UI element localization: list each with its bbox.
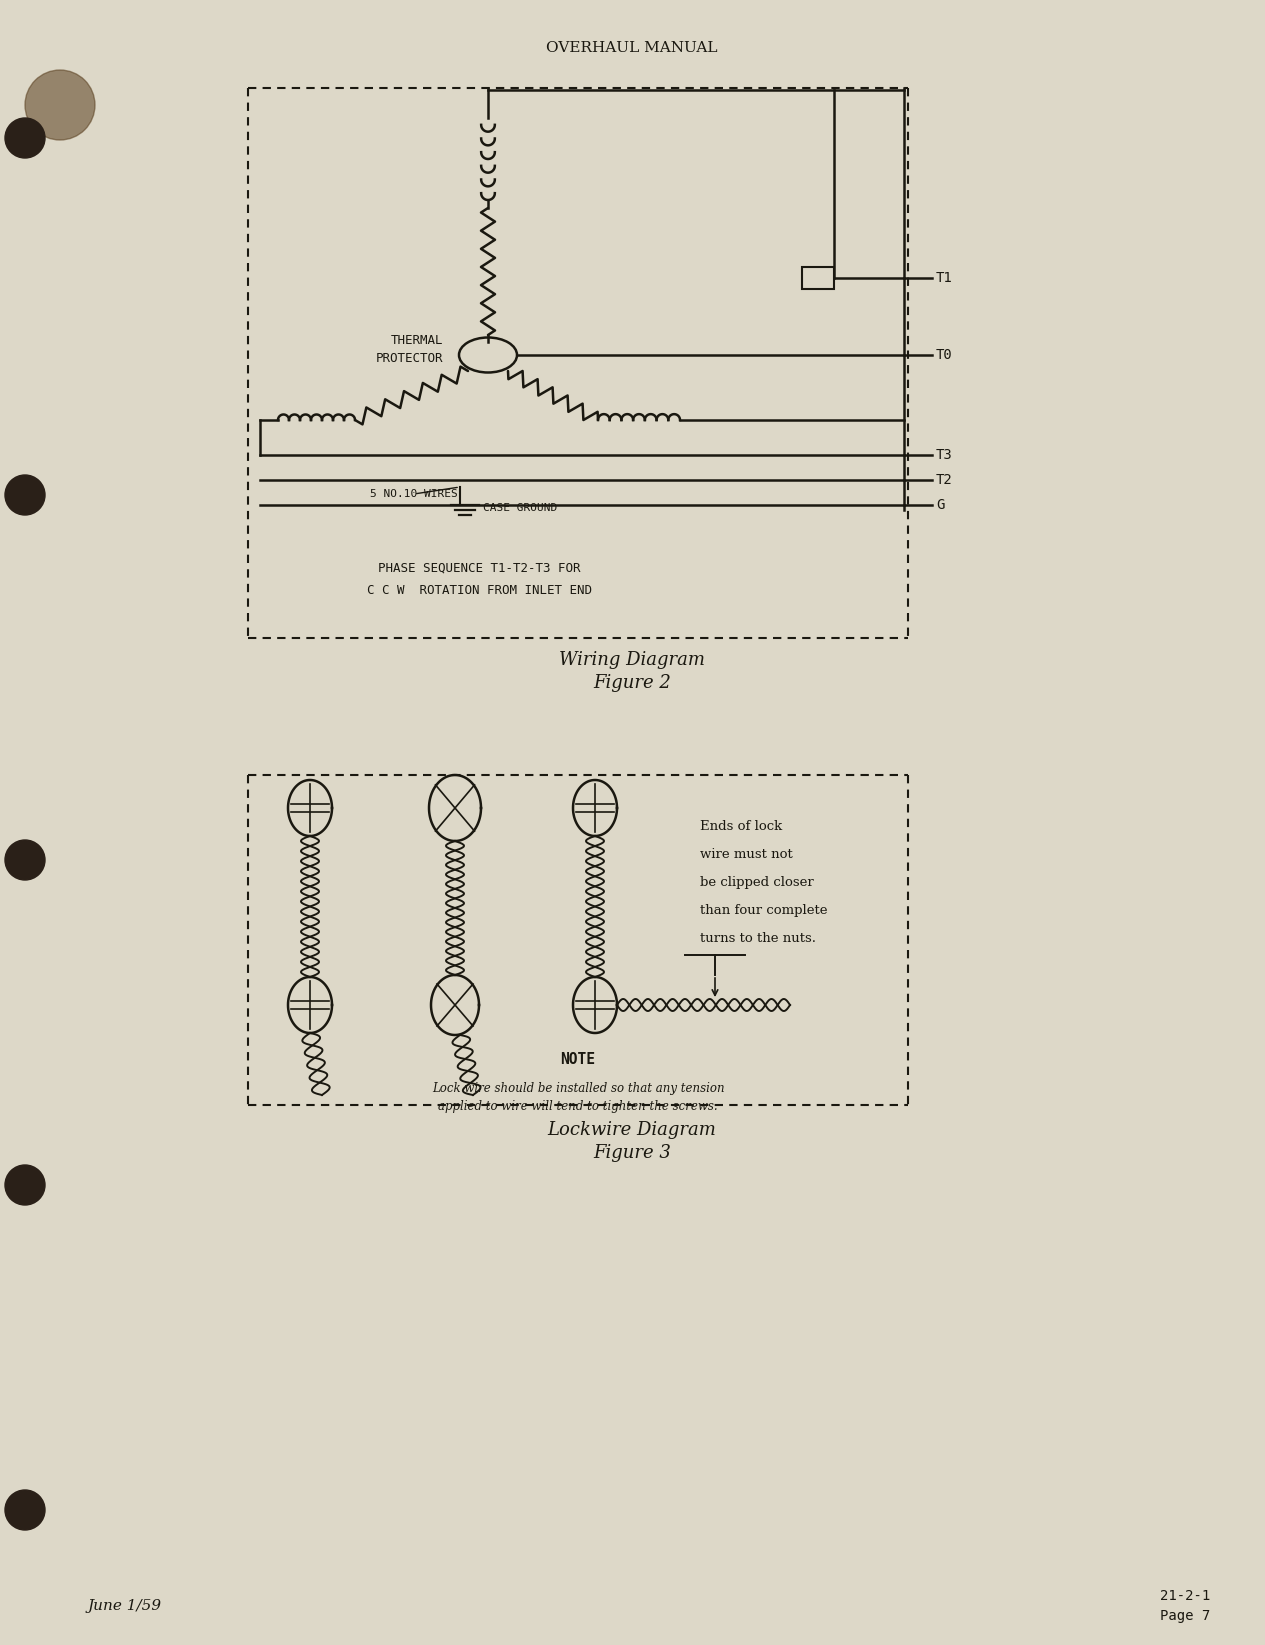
Circle shape xyxy=(5,1165,46,1206)
Text: Lockwire Diagram: Lockwire Diagram xyxy=(548,1120,716,1138)
Text: June 1/59: June 1/59 xyxy=(89,1599,162,1614)
Text: OVERHAUL MANUAL: OVERHAUL MANUAL xyxy=(546,41,717,54)
Text: Wiring Diagram: Wiring Diagram xyxy=(559,651,705,670)
Bar xyxy=(802,266,834,290)
Text: 5 NO.10 WIRES: 5 NO.10 WIRES xyxy=(369,487,458,498)
Text: C C W  ROTATION FROM INLET END: C C W ROTATION FROM INLET END xyxy=(367,584,592,597)
Circle shape xyxy=(25,71,95,140)
Circle shape xyxy=(5,1490,46,1530)
Text: Figure 2: Figure 2 xyxy=(593,674,670,693)
Text: wire must not: wire must not xyxy=(700,849,793,860)
Text: Figure 3: Figure 3 xyxy=(593,1143,670,1161)
Text: T1: T1 xyxy=(936,271,953,285)
Text: be clipped closer: be clipped closer xyxy=(700,877,813,888)
Text: PHASE SEQUENCE T1-T2-T3 FOR: PHASE SEQUENCE T1-T2-T3 FOR xyxy=(378,561,581,574)
Text: PROTECTOR: PROTECTOR xyxy=(376,352,443,365)
Text: applied to wire will tend to tighten the screws.: applied to wire will tend to tighten the… xyxy=(438,1101,717,1114)
Text: NOTE: NOTE xyxy=(560,1053,596,1068)
Text: Page 7: Page 7 xyxy=(1160,1609,1211,1624)
Text: T0: T0 xyxy=(936,349,953,362)
Circle shape xyxy=(5,118,46,158)
Text: than four complete: than four complete xyxy=(700,905,827,916)
Text: 21-2-1: 21-2-1 xyxy=(1160,1589,1211,1602)
Text: CASE GROUND: CASE GROUND xyxy=(483,503,558,513)
Text: Lock wire should be installed so that any tension: Lock wire should be installed so that an… xyxy=(431,1082,725,1096)
Text: T2: T2 xyxy=(936,474,953,487)
Text: Ends of lock: Ends of lock xyxy=(700,819,782,832)
Text: G: G xyxy=(936,498,945,512)
Text: T3: T3 xyxy=(936,447,953,462)
Text: turns to the nuts.: turns to the nuts. xyxy=(700,933,816,944)
Text: THERMAL: THERMAL xyxy=(391,334,443,347)
Circle shape xyxy=(5,475,46,515)
Circle shape xyxy=(5,841,46,880)
